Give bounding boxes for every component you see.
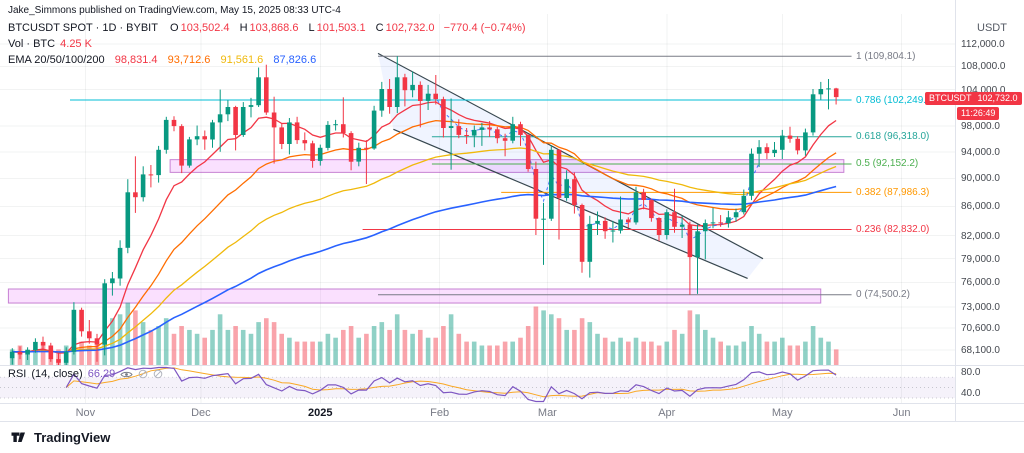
ohlc-o-label: O (170, 22, 179, 34)
ema50-value: 93,712.6 (167, 54, 211, 66)
tradingview-logo-icon (10, 428, 28, 446)
fib-level-label: 0.618 (96,318.0) (856, 131, 930, 143)
ema-label[interactable]: EMA 20/50/100/200 (8, 54, 105, 66)
price-tick-label: 90,000.0 (961, 173, 1000, 185)
rsi-legend: RSI (14, close) 66.29 (8, 368, 163, 380)
fib-level-label: 0.5 (92,152.2) (856, 158, 919, 170)
time-tick-label: 2025 (308, 407, 333, 419)
time-tick-label: Apr (658, 407, 676, 419)
countdown-value: 11:26:49 (961, 108, 996, 118)
fib-level-label: 1 (109,804.1) (856, 50, 916, 62)
price-tick-label: 76,000.0 (961, 277, 1000, 289)
circle-slash-icon[interactable] (153, 369, 163, 379)
volume-label: Vol · BTC (8, 38, 56, 50)
price-badge-symbol: BTCUSDT (929, 93, 972, 103)
ema200-value: 87,826.6 (273, 54, 317, 66)
time-tick-label: Nov (75, 407, 96, 419)
symbol-row: BTCUSDT SPOT · 1D · BYBIT O 103,502.4 H 10… (8, 22, 526, 35)
price-tick-label: 112,000.0 (961, 39, 1005, 50)
circle-slash-icon[interactable] (138, 369, 148, 379)
fib-level-label: 0.236 (82,832.0) (856, 224, 930, 236)
countdown-badge: 11:26:49 (957, 107, 1000, 120)
fib-level-label: 0 (74,500.2) (856, 289, 910, 301)
ema-row: EMA 20/50/100/200 98,831.4 93,712.6 91,5… (8, 54, 526, 67)
symbol-title[interactable]: BTCUSDT SPOT · 1D · BYBIT (8, 22, 158, 34)
ohlc-c-label: C (375, 22, 384, 34)
price-tick-label: 68,100.0 (961, 344, 1000, 356)
time-tick-label: Jun (892, 407, 911, 419)
rsi-tick-label: 80.0 (961, 367, 981, 378)
ohlc-c-value: 102,732.0 (385, 22, 435, 34)
time-tick-label: May (771, 407, 793, 419)
rsi-title: RSI (8, 368, 27, 380)
time-tick-label: Mar (537, 407, 557, 419)
ohlc-h-label: H (239, 22, 248, 34)
ohlc-l-label: L (308, 22, 315, 34)
price-tick-label: 94,000.0 (961, 146, 1000, 158)
price-tick-label: 82,000.0 (961, 230, 1000, 242)
fib-level-label: 0.786 (102,249.1) (856, 94, 935, 106)
fib-level-label: 0.382 (87,986.3) (856, 186, 930, 198)
axis-currency-label: USDT (977, 22, 1007, 34)
volume-value: 4.25 K (60, 38, 92, 50)
price-tick-label: 104,000.0 (961, 84, 1006, 96)
ohlc-change: −770.4 (−0.74%) (443, 22, 526, 34)
legend: BTCUSDT SPOT · 1D · BYBIT O 103,502.4 H 10… (8, 22, 526, 70)
volume-row: Vol · BTC 4.25 K (8, 38, 526, 51)
ohlc-l-value: 101,503.1 (316, 22, 366, 34)
time-tick-label: Dec (191, 407, 211, 419)
price-tick-label: 98,000.0 (961, 121, 1000, 133)
price-tick-label: 70,600.0 (961, 322, 1000, 334)
price-badge: BTCUSDT 102,732.0 (925, 92, 1022, 105)
ohlc-o-value: 103,502.4 (180, 22, 230, 34)
time-tick-label: Feb (430, 407, 450, 419)
price-badge-price: 102,732.0 (977, 93, 1018, 103)
tradingview-logo-text: TradingView (34, 429, 111, 445)
rsi-tick-label: 40.0 (961, 387, 981, 399)
price-tick-label: 79,000.0 (961, 253, 1000, 265)
attribution: Jake_Simmons published on TradingView.co… (8, 5, 341, 16)
price-tick-label: 73,000.0 (961, 302, 1000, 314)
ohlc-h-value: 103,868.6 (249, 22, 299, 34)
rsi-params: (14, close) (31, 368, 83, 380)
rsi-value: 66.29 (87, 368, 116, 380)
tradingview-logo[interactable]: TradingView (10, 428, 110, 446)
price-tick-label: 108,000.0 (961, 61, 1006, 73)
ema100-value: 91,561.6 (220, 54, 264, 66)
price-tick-label: 86,000.0 (961, 201, 1000, 213)
eye-icon[interactable] (120, 370, 133, 379)
time-axis[interactable] (0, 404, 955, 421)
ema20-value: 98,831.4 (114, 54, 158, 66)
